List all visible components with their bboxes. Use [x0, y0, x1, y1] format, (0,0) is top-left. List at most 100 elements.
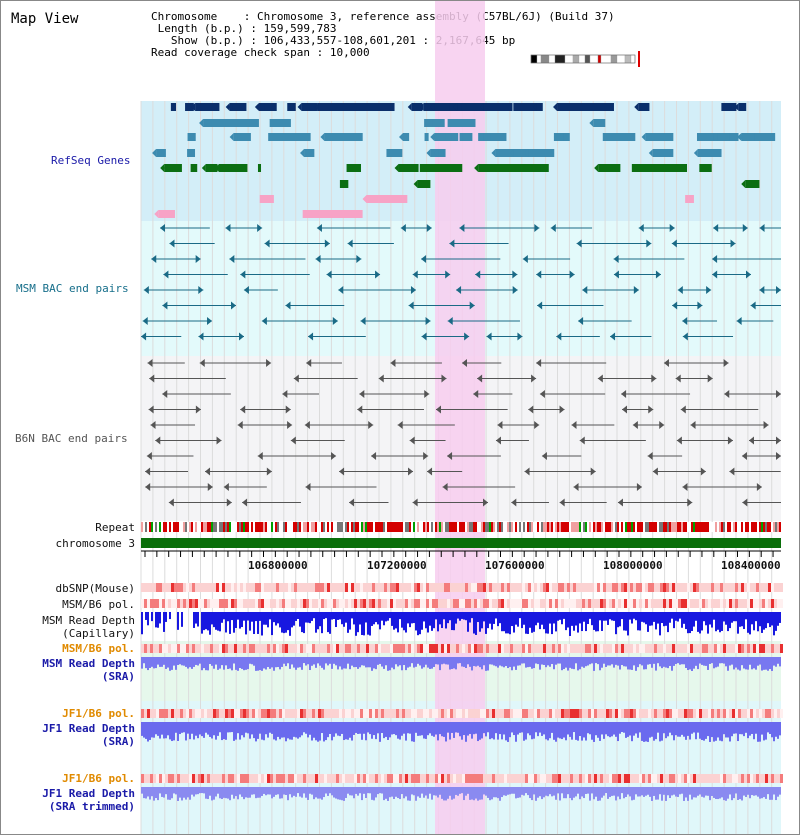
read-depth-bar	[675, 722, 677, 736]
read-depth-bar	[177, 612, 179, 630]
read-depth-bar	[739, 722, 741, 735]
polymorphism-cell	[444, 644, 447, 653]
read-depth-bar	[587, 722, 589, 734]
polymorphism-cell	[156, 599, 159, 608]
read-depth-bar	[381, 657, 383, 667]
msm-bac-pair-end	[141, 332, 147, 341]
read-depth-bar	[153, 787, 155, 801]
read-depth-bar	[605, 612, 607, 621]
read-depth-bar	[641, 787, 643, 796]
b6n-bac-pair-end	[359, 390, 365, 398]
refseq-gene-arrow	[734, 103, 739, 111]
read-depth-bar	[749, 722, 751, 736]
repeat-segment	[657, 522, 659, 532]
read-depth-bar	[653, 787, 655, 796]
read-depth-bar	[463, 657, 465, 667]
read-depth-bar	[247, 612, 249, 621]
polymorphism-cell	[159, 644, 162, 653]
polymorphism-cell	[603, 644, 606, 653]
repeat-segment	[599, 522, 601, 532]
polymorphism-cell	[441, 644, 444, 653]
repeat-segment	[551, 522, 553, 532]
polymorphism-cell	[549, 599, 552, 608]
read-depth-bar	[735, 787, 737, 794]
read-depth-bar	[383, 722, 385, 739]
read-depth-bar	[471, 787, 473, 800]
track-label-msm-bac[interactable]: MSM BAC end pairs	[16, 282, 129, 295]
read-depth-bar	[319, 787, 321, 799]
read-depth-bar	[631, 722, 633, 742]
polymorphism-cell	[390, 583, 393, 592]
read-depth-bar	[387, 722, 389, 740]
polymorphism-cell	[660, 774, 663, 783]
read-depth-bar	[145, 657, 147, 669]
track-label-refseq[interactable]: RefSeq Genes	[51, 154, 131, 167]
b6n-bac-pair-end	[675, 374, 681, 383]
read-depth-bar	[607, 787, 609, 799]
polymorphism-cell	[552, 709, 555, 718]
read-depth-bar	[739, 657, 741, 671]
read-depth-bar	[363, 612, 365, 636]
msm-bac-pair-end	[447, 317, 453, 325]
track-label-b6n-bac[interactable]: B6N BAC end pairs	[15, 432, 128, 445]
polymorphism-cell	[591, 709, 594, 718]
read-depth-bar	[745, 612, 747, 620]
b6n-bac-pair-end	[397, 421, 403, 429]
read-depth-bar	[447, 657, 449, 665]
read-depth-bar	[545, 657, 547, 668]
read-depth-bar	[157, 722, 159, 736]
polymorphism-cell	[186, 583, 189, 592]
read-depth-bar	[423, 787, 425, 798]
repeat-segment	[359, 522, 361, 532]
length-value: 159,599,783	[263, 22, 337, 35]
read-depth-bar	[457, 787, 459, 796]
read-depth-bar	[553, 722, 555, 740]
polymorphism-cell	[546, 709, 549, 718]
polymorphism-cell	[495, 583, 498, 592]
polymorphism-cell	[714, 599, 717, 608]
refseq-gene	[301, 103, 317, 111]
read-depth-bar	[545, 612, 547, 634]
read-depth-bar	[327, 722, 329, 738]
track-label-jf1-depth-sra-sub: (SRA)	[101, 735, 135, 748]
read-depth-bar	[583, 612, 585, 622]
read-depth-bar	[659, 787, 661, 795]
read-depth-bar	[253, 612, 255, 634]
read-depth-bar	[347, 657, 349, 664]
read-depth-bar	[651, 612, 653, 626]
refseq-gene	[745, 180, 760, 188]
polymorphism-cell	[324, 583, 327, 592]
read-depth-bar	[437, 722, 439, 741]
read-depth-bar	[415, 612, 417, 631]
repeat-segment	[155, 522, 157, 532]
read-depth-bar	[439, 787, 441, 795]
refseq-gene-arrow	[419, 103, 424, 111]
read-depth-bar	[755, 722, 757, 734]
repeat-segment	[273, 522, 275, 532]
polymorphism-cell	[768, 583, 771, 592]
polymorphism-cell	[423, 599, 426, 608]
polymorphism-cell	[573, 709, 576, 718]
polymorphism-cell	[207, 583, 210, 592]
read-depth-bar	[199, 657, 201, 664]
polymorphism-cell	[762, 599, 765, 608]
polymorphism-cell	[696, 583, 699, 592]
polymorphism-cell	[234, 644, 237, 653]
polymorphism-cell	[651, 644, 654, 653]
polymorphism-cell	[336, 599, 339, 608]
read-depth-bar	[181, 722, 183, 733]
polymorphism-cell	[558, 774, 561, 783]
polymorphism-cell	[435, 599, 438, 608]
read-depth-bar	[203, 657, 205, 669]
polymorphism-cell	[141, 583, 144, 592]
read-depth-bar	[243, 722, 245, 738]
read-depth-bar	[287, 722, 289, 739]
read-depth-bar	[509, 612, 511, 635]
polymorphism-cell	[774, 644, 777, 653]
read-depth-bar	[663, 722, 665, 734]
polymorphism-cell	[609, 709, 612, 718]
polymorphism-cell	[726, 644, 729, 653]
read-depth-bar	[231, 657, 233, 671]
polymorphism-cell	[429, 644, 432, 653]
